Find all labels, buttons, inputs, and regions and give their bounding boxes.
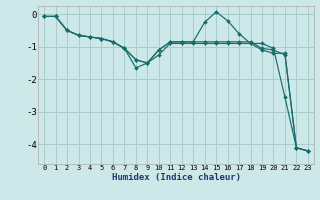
- X-axis label: Humidex (Indice chaleur): Humidex (Indice chaleur): [111, 173, 241, 182]
